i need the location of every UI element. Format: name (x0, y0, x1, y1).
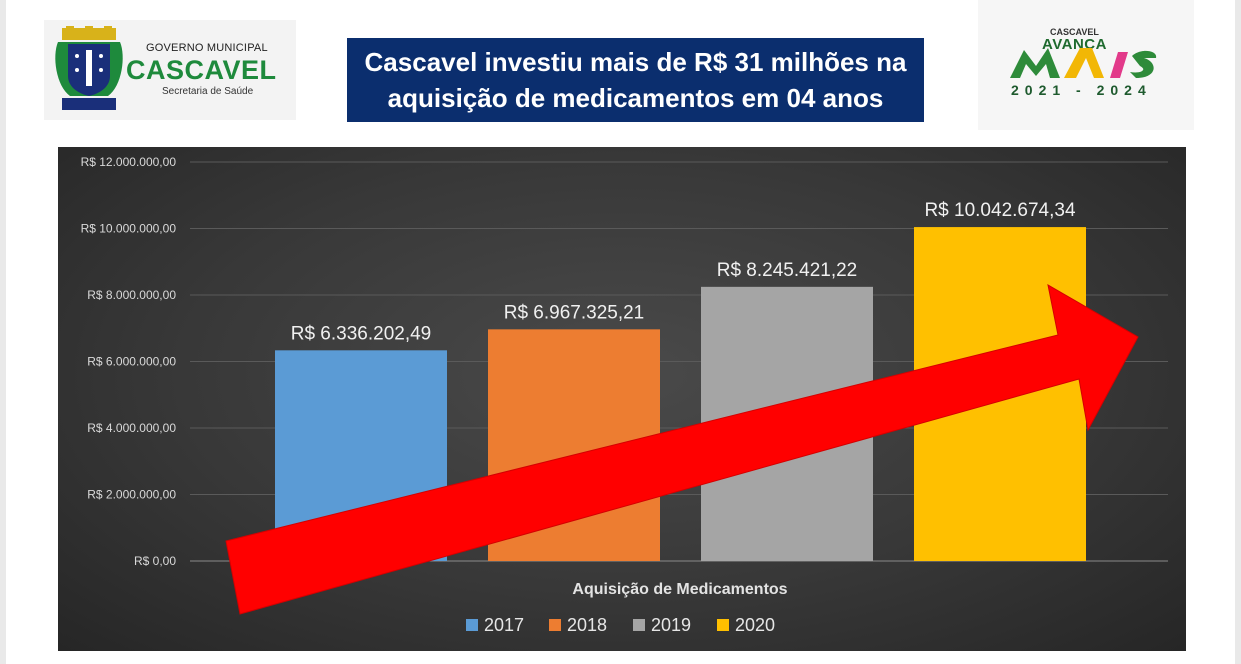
legend-label-2020: 2020 (735, 615, 775, 635)
city-crest-icon (55, 26, 123, 110)
legend-swatch-2019 (633, 619, 645, 631)
y-tick-label: R$ 10.000.000,00 (81, 222, 177, 236)
city-name: CASCAVEL (126, 55, 277, 85)
x-axis-label: Aquisição de Medicamentos (572, 581, 787, 598)
legend-swatch-2017 (466, 619, 478, 631)
y-tick-label: R$ 6.000.000,00 (87, 355, 176, 369)
y-tick-label: R$ 12.000.000,00 (81, 155, 177, 169)
data-label-2017: R$ 6.336.202,49 (291, 323, 432, 344)
y-tick-label: R$ 4.000.000,00 (87, 421, 176, 435)
department-label: Secretaria de Saúde (162, 86, 254, 97)
title-line-1: Cascavel investiu mais de R$ 31 milhões … (364, 47, 907, 77)
y-tick-label: R$ 2.000.000,00 (87, 488, 176, 502)
legend-label-2018: 2018 (567, 615, 607, 635)
avanca-mais-logo (978, 0, 1194, 130)
data-label-2018: R$ 6.967.325,21 (504, 302, 645, 323)
avanca-city-label: CASCAVEL (1050, 27, 1099, 37)
years-label: 2021 - 2024 (1011, 82, 1152, 98)
legend-swatch-2018 (549, 619, 561, 631)
data-label-2020: R$ 10.042.674,34 (924, 200, 1076, 221)
y-tick-label: R$ 0,00 (134, 554, 176, 568)
growth-arrow (225, 284, 1139, 615)
page-edge-left (0, 0, 6, 664)
bar-chart: R$ 0,00 R$ 2.000.000,00 R$ 4.000.000,00 R$ … (81, 155, 1168, 635)
legend-label-2017: 2017 (484, 615, 524, 635)
page-title: Cascavel investiu mais de R$ 31 milhões … (347, 38, 924, 122)
chart-panel: R$ 0,00 R$ 2.000.000,00 R$ 4.000.000,00 R$ … (58, 147, 1186, 651)
y-tick-label: R$ 8.000.000,00 (87, 288, 176, 302)
page-edge-right (1235, 0, 1241, 664)
legend-label-2019: 2019 (651, 615, 691, 635)
legend-swatch-2020 (717, 619, 729, 631)
data-label-2019: R$ 8.245.421,22 (717, 260, 858, 281)
mais-logo-icon (1010, 48, 1157, 78)
title-line-2: aquisição de medicamentos em 04 anos (387, 83, 884, 113)
government-label: GOVERNO MUNICIPAL (146, 42, 268, 54)
